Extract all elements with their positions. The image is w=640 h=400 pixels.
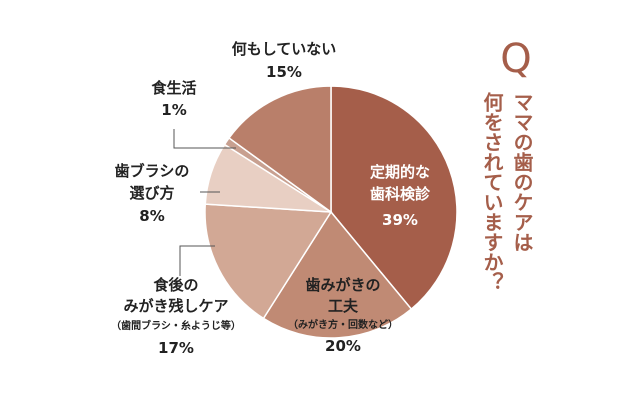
leader-line-diet	[173, 129, 236, 149]
label-after-meal-value: 17%	[158, 339, 194, 357]
pie-slice-1	[262, 210, 413, 339]
label-dental-line2: 歯科検診	[370, 185, 431, 203]
label-after-meal-line3: （歯間ブラシ・糸ようじ等）	[111, 319, 241, 332]
label-toothbrush-line2: 選び方	[129, 184, 174, 202]
pie-slice-2	[204, 203, 333, 320]
label-brushing-value: 20%	[325, 337, 361, 355]
label-toothbrush-line1: 歯ブラシの	[115, 162, 190, 180]
label-nothing-line1: 何もしていない	[232, 40, 337, 58]
label-dental-line1: 定期的な	[370, 163, 430, 181]
question-line1: ママの歯のケアは	[510, 92, 534, 252]
label-toothbrush-value: 8%	[139, 207, 164, 225]
label-after-meal-line1: 食後の	[153, 276, 198, 294]
label-brushing-line2: 工夫	[328, 297, 359, 315]
label-dental-value: 39%	[382, 211, 418, 229]
label-after-meal-line2: みがき残しケア	[123, 297, 228, 315]
pie-slice-5	[228, 85, 332, 214]
label-nothing-value: 15%	[266, 63, 302, 81]
question-block: Q ママの歯のケアは 何をされていますか？	[480, 36, 534, 292]
question-mark: Q	[500, 36, 531, 82]
label-diet-value: 1%	[161, 101, 186, 119]
label-diet-line1: 食生活	[151, 79, 196, 97]
question-line2: 何をされていますか？	[480, 91, 504, 292]
label-brushing-line1: 歯みがきの	[305, 276, 380, 294]
leader-line-after-meal	[179, 245, 215, 276]
label-brushing-line3: （みがき方・回数など）	[288, 318, 398, 331]
leader-lines	[173, 129, 236, 276]
pie-slices	[204, 85, 458, 339]
pie-slice-0	[330, 85, 458, 311]
